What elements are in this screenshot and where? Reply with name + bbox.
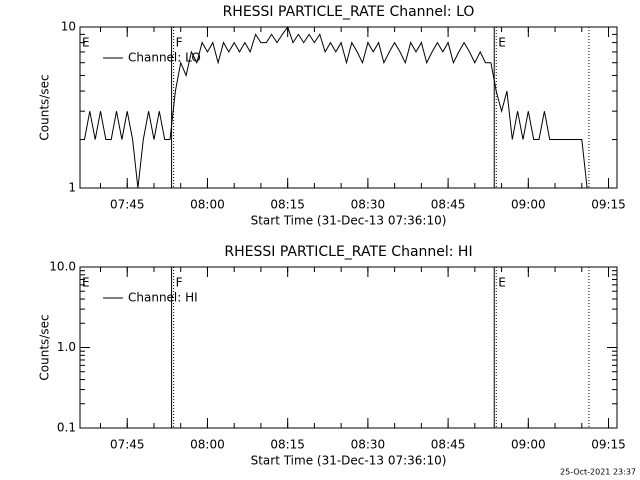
y-tick-label: 10.0 <box>49 260 76 274</box>
x-tick-label: 09:15 <box>591 198 626 212</box>
flag-label: E <box>498 36 506 50</box>
legend-label: Channel: LO <box>128 51 201 65</box>
footer: 25-Oct-2021 23:37 <box>560 468 636 477</box>
y-tick-label: 0.1 <box>57 421 76 435</box>
chart-title: RHESSI PARTICLE_RATE Channel: HI <box>224 244 472 260</box>
data-line <box>84 25 588 189</box>
legend-label: Channel: HI <box>128 291 198 305</box>
x-tick-label: 08:30 <box>351 198 386 212</box>
x-tick-label: 07:45 <box>110 438 145 452</box>
y-tick-label: 10 <box>61 20 76 34</box>
flag-label: F <box>176 276 183 290</box>
flag-label: E <box>498 276 506 290</box>
y-axis-label: Counts/sec <box>38 314 52 380</box>
x-axis-label: Start Time (31-Dec-13 07:36:10) <box>251 214 447 228</box>
flag-label: E <box>82 276 90 290</box>
plot-frame <box>79 26 618 189</box>
flag-label: E <box>82 36 90 50</box>
x-tick-label: 09:00 <box>511 438 546 452</box>
x-axis-label: Start Time (31-Dec-13 07:36:10) <box>251 454 447 468</box>
x-tick-label: 08:45 <box>431 198 466 212</box>
y-axis-label: Counts/sec <box>38 74 52 140</box>
x-tick-label: 08:00 <box>190 198 225 212</box>
x-tick-label: 08:15 <box>270 198 305 212</box>
x-tick-label: 08:15 <box>270 438 305 452</box>
y-tick-label: 1 <box>68 181 76 195</box>
x-tick-label: 07:45 <box>110 198 145 212</box>
y-tick-label: 1.0 <box>57 340 76 354</box>
x-tick-label: 08:45 <box>431 438 466 452</box>
x-tick-label: 08:00 <box>190 438 225 452</box>
x-tick-label: 09:15 <box>591 438 626 452</box>
x-tick-label: 09:00 <box>511 198 546 212</box>
flag-label: F <box>176 36 183 50</box>
chart-title: RHESSI PARTICLE_RATE Channel: LO <box>223 4 475 20</box>
x-tick-label: 08:30 <box>351 438 386 452</box>
